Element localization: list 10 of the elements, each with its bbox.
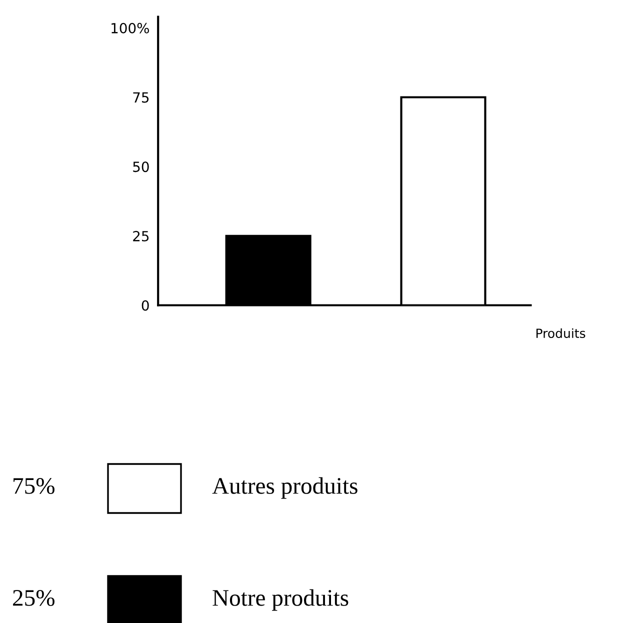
legend-label: Notre produits (212, 589, 348, 611)
text: 75% (14, 478, 54, 494)
y-tick-label: 0 (142, 300, 149, 311)
x-axis-title: Produits (536, 328, 586, 338)
y-tick-label: 50 (133, 162, 149, 172)
text: 25% (13, 590, 54, 606)
y-tick-label: 100% (112, 22, 149, 34)
legend-label: Autres produits (212, 477, 358, 499)
y-tick-label: 25 (133, 230, 149, 242)
y-tick-label: 75 (133, 92, 149, 103)
